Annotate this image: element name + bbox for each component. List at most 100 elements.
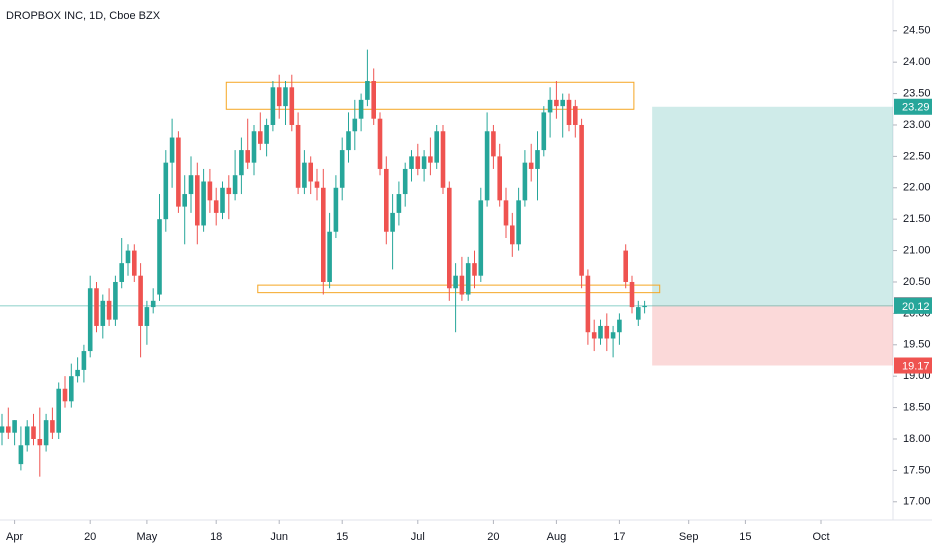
y-tick-label: 22.00	[903, 182, 931, 194]
candle-body	[390, 212, 395, 232]
x-tick-label: Jul	[411, 531, 425, 543]
x-tick-label: Apr	[6, 531, 23, 543]
candle-body	[302, 162, 307, 188]
candle-body	[169, 137, 175, 163]
y-tick-label: 17.50	[903, 464, 931, 476]
candle-body	[6, 426, 11, 433]
candle-body	[12, 420, 17, 433]
y-tick-label: 18.50	[903, 401, 931, 413]
candle-body	[132, 250, 137, 276]
candle-body	[258, 131, 263, 144]
candle-body	[339, 150, 345, 188]
x-tick-label: 20	[84, 531, 96, 543]
candle-body	[327, 231, 332, 282]
y-tick-label: 20.50	[903, 276, 931, 288]
candle-body	[554, 99, 559, 107]
candle-body	[43, 420, 49, 446]
candle-body	[384, 168, 389, 232]
y-tick-label: 17.00	[903, 496, 931, 508]
candle-body	[497, 156, 502, 201]
candle-body	[69, 376, 74, 402]
candle-body	[239, 150, 244, 176]
candle-body	[138, 275, 143, 326]
x-tick-label: 17	[613, 531, 625, 543]
candle-body	[270, 87, 276, 125]
target-price-label-bg	[894, 98, 932, 115]
candle-body	[75, 369, 80, 377]
candle-body	[62, 388, 68, 402]
candle-body	[579, 124, 584, 276]
candle-body	[453, 275, 458, 289]
candle-body	[150, 300, 156, 308]
stop-price-label: 19.17	[902, 360, 930, 372]
x-tick-label: 18	[210, 531, 222, 543]
x-tick-label: 15	[336, 531, 348, 543]
chart-title: DROPBOX INC, 1D, Cboe BZX	[6, 10, 161, 22]
candle-body	[18, 445, 24, 465]
candle-body	[321, 187, 326, 282]
candle-body	[94, 288, 99, 326]
y-tick-label: 18.00	[903, 433, 931, 445]
x-tick-label: 15	[739, 531, 751, 543]
candle-body	[113, 281, 118, 320]
candle-body	[87, 288, 93, 352]
candle-body	[636, 307, 641, 320]
candle-body	[396, 194, 402, 213]
candle-body	[503, 200, 509, 226]
y-tick-label: 24.50	[903, 25, 931, 37]
candle-body	[346, 131, 351, 151]
x-tick-label: 20	[487, 531, 499, 543]
x-tick-label: Oct	[812, 531, 829, 543]
candle-body	[478, 200, 484, 276]
candle-body	[81, 351, 87, 370]
candle-body	[251, 131, 257, 163]
candle-body	[402, 168, 408, 195]
candle-body	[314, 181, 320, 188]
candle-body	[409, 156, 414, 169]
candle-body	[484, 131, 490, 201]
candle-body	[535, 150, 540, 169]
candle-body	[447, 187, 452, 289]
last-price-label-bg	[894, 297, 932, 314]
candle-body	[176, 137, 181, 207]
candle-body	[585, 275, 591, 333]
candle-body	[522, 162, 528, 201]
candle-body	[220, 187, 225, 213]
candle-body	[144, 307, 150, 326]
candle-body	[428, 156, 433, 163]
candle-body	[491, 131, 496, 157]
stop-price-label-bg	[894, 357, 932, 374]
candle-body	[642, 305, 647, 308]
candle-body	[358, 99, 364, 119]
candle-body	[371, 81, 376, 119]
candle-body	[276, 87, 282, 107]
candle-body	[201, 181, 206, 226]
candle-body	[604, 325, 610, 339]
candle-body	[188, 175, 194, 195]
candle-body	[573, 106, 578, 125]
candle-body	[37, 438, 43, 446]
candle-body	[629, 281, 635, 308]
target-zone	[652, 106, 893, 306]
x-tick-label: Aug	[547, 531, 567, 543]
y-tick-label: 23.00	[903, 119, 931, 131]
candle-body	[213, 200, 219, 213]
candle-body	[207, 181, 213, 201]
candle-body	[566, 99, 572, 125]
x-tick-label: Sep	[679, 531, 699, 543]
candle-body	[352, 118, 358, 132]
x-tick-label: Jun	[270, 531, 288, 543]
candle-body	[289, 87, 295, 125]
candle-body	[283, 87, 288, 107]
candle-body	[226, 187, 232, 195]
candle-body	[31, 426, 36, 439]
candle-body	[119, 263, 124, 282]
candle-body	[516, 200, 521, 245]
candle-body	[377, 118, 383, 169]
candle-body	[434, 131, 439, 163]
candle-body	[50, 420, 55, 433]
candle-body	[365, 81, 370, 100]
candle-body	[421, 156, 427, 169]
candle-body	[598, 325, 603, 339]
